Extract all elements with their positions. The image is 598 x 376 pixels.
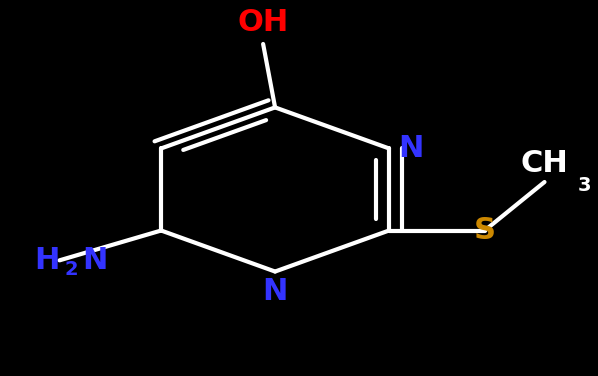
Text: N: N	[263, 277, 288, 306]
Text: 2: 2	[64, 260, 78, 279]
Text: OH: OH	[237, 8, 289, 36]
Text: CH: CH	[521, 149, 568, 178]
Text: H: H	[34, 246, 59, 275]
Text: N: N	[82, 246, 108, 275]
Text: S: S	[474, 216, 496, 245]
Text: N: N	[398, 134, 423, 163]
Text: 3: 3	[578, 176, 591, 195]
